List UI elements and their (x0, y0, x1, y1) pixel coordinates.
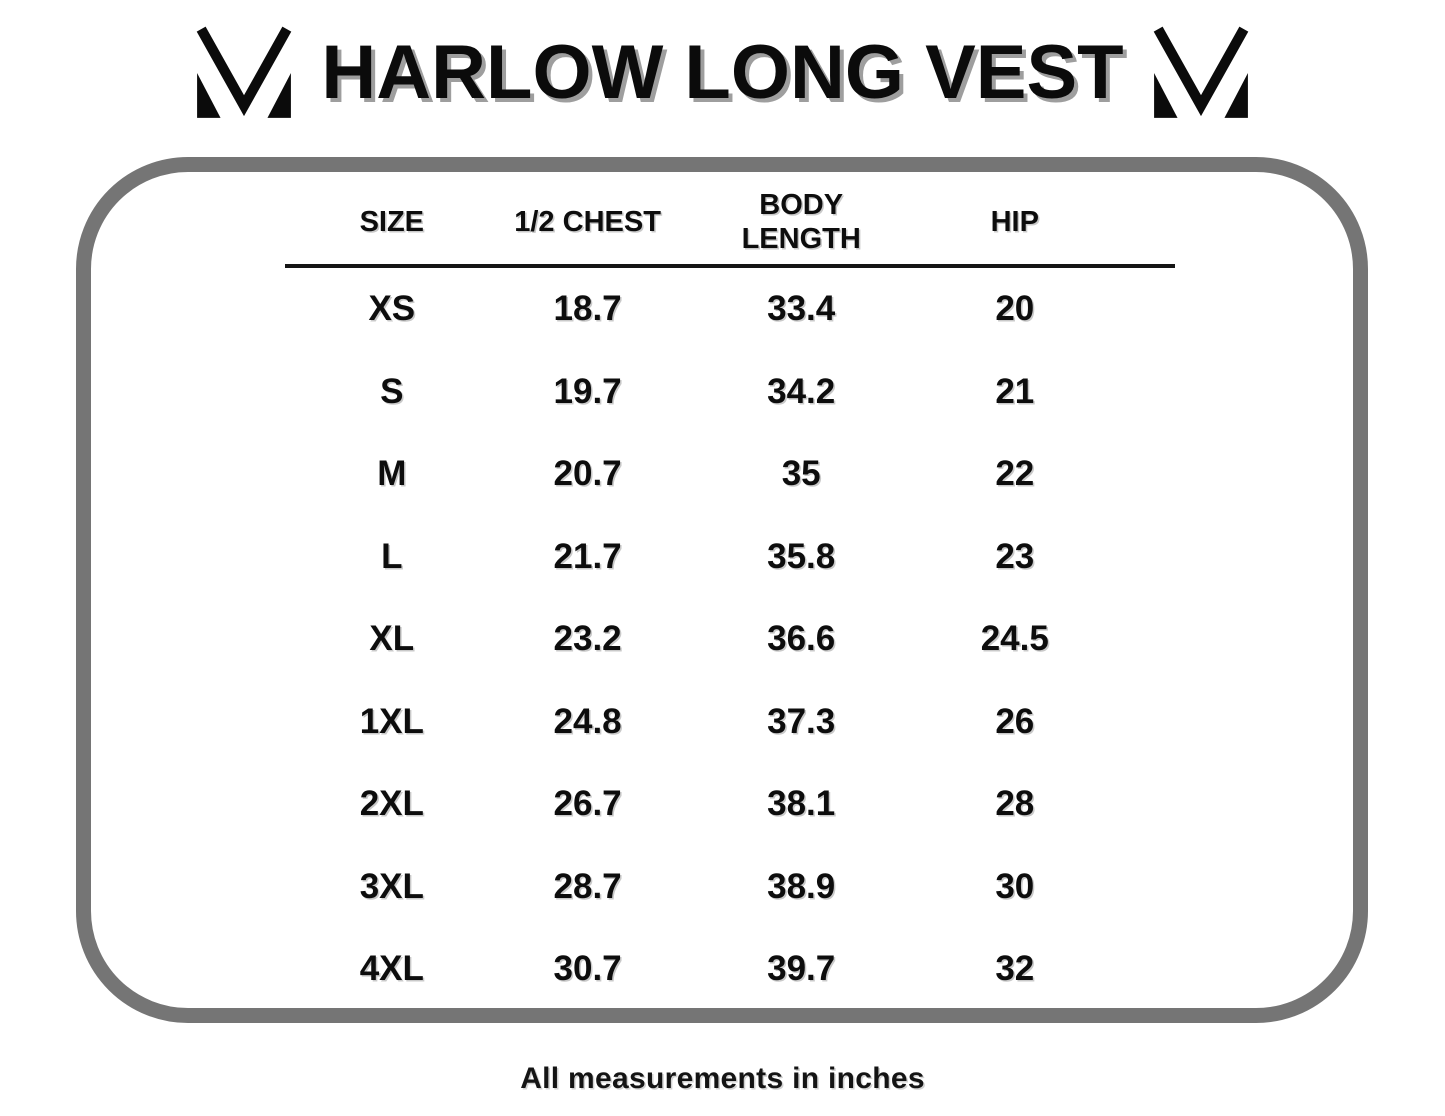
cell-half-chest: 23.2 (553, 619, 622, 659)
table-row: XS 18.7 33.4 20 (285, 268, 1175, 351)
cell-size: 2XL (359, 784, 424, 824)
cell-body-length: 38.1 (767, 784, 836, 824)
table-row: 2XL 26.7 38.1 28 (285, 763, 1175, 846)
table-header-row: SIZE 1/2 CHEST BODY LENGTH HIP (285, 180, 1175, 264)
cell-hip: 23 (995, 536, 1035, 576)
mv-monogram-icon (197, 26, 292, 118)
cell-size: 4XL (359, 949, 424, 989)
cell-body-length: 38.9 (767, 866, 836, 906)
page-title: HARLOW LONG VEST (321, 29, 1124, 115)
cell-half-chest: 20.7 (553, 454, 622, 494)
size-chart-panel (76, 157, 1368, 1023)
cell-half-chest: 18.7 (553, 289, 622, 329)
cell-hip: 32 (995, 949, 1035, 989)
size-table: SIZE 1/2 CHEST BODY LENGTH HIP XS 18.7 3… (285, 180, 1175, 1011)
footer-note: All measurements in inches (520, 1062, 925, 1095)
cell-size: L (381, 536, 403, 576)
cell-hip: 22 (995, 454, 1035, 494)
cell-size: M (377, 454, 407, 494)
cell-half-chest: 28.7 (553, 866, 622, 906)
cell-body-length: 35.8 (767, 536, 836, 576)
cell-hip: 21 (995, 371, 1035, 411)
table-row: XL 23.2 36.6 24.5 (285, 598, 1175, 681)
cell-size: XS (368, 289, 416, 329)
table-row: 4XL 30.7 39.7 32 (285, 928, 1175, 1011)
table-row: L 21.7 35.8 23 (285, 516, 1175, 599)
table-row: M 20.7 35 22 (285, 433, 1175, 516)
cell-size: S (380, 371, 404, 411)
cell-hip: 20 (995, 289, 1035, 329)
cell-body-length: 39.7 (767, 949, 836, 989)
cell-body-length: 33.4 (767, 289, 836, 329)
column-header-size: SIZE (359, 205, 425, 238)
column-header-half-chest: 1/2 CHEST (514, 205, 661, 238)
cell-hip: 30 (995, 866, 1035, 906)
cell-hip: 24.5 (980, 619, 1049, 659)
cell-half-chest: 21.7 (553, 536, 622, 576)
table-body: XS 18.7 33.4 20 S 19.7 34.2 21 M 20.7 35… (285, 268, 1175, 1011)
column-header-body-length: BODY LENGTH (741, 188, 861, 255)
table-row: 3XL 28.7 38.9 30 (285, 846, 1175, 929)
column-header-hip: HIP (990, 205, 1039, 238)
cell-body-length: 34.2 (767, 371, 836, 411)
masthead: HARLOW LONG VEST (0, 24, 1445, 120)
cell-half-chest: 19.7 (553, 371, 622, 411)
mv-monogram-icon (1153, 26, 1248, 118)
table-row: S 19.7 34.2 21 (285, 351, 1175, 434)
cell-half-chest: 24.8 (553, 701, 622, 741)
cell-size: 3XL (359, 866, 424, 906)
cell-half-chest: 30.7 (553, 949, 622, 989)
cell-size: XL (369, 619, 415, 659)
header-divider (285, 264, 1175, 268)
table-row: 1XL 24.8 37.3 26 (285, 681, 1175, 764)
cell-hip: 26 (995, 701, 1035, 741)
cell-body-length: 37.3 (767, 701, 836, 741)
cell-size: 1XL (359, 701, 424, 741)
cell-half-chest: 26.7 (553, 784, 622, 824)
cell-hip: 28 (995, 784, 1035, 824)
cell-body-length: 35 (781, 454, 821, 494)
cell-body-length: 36.6 (767, 619, 836, 659)
